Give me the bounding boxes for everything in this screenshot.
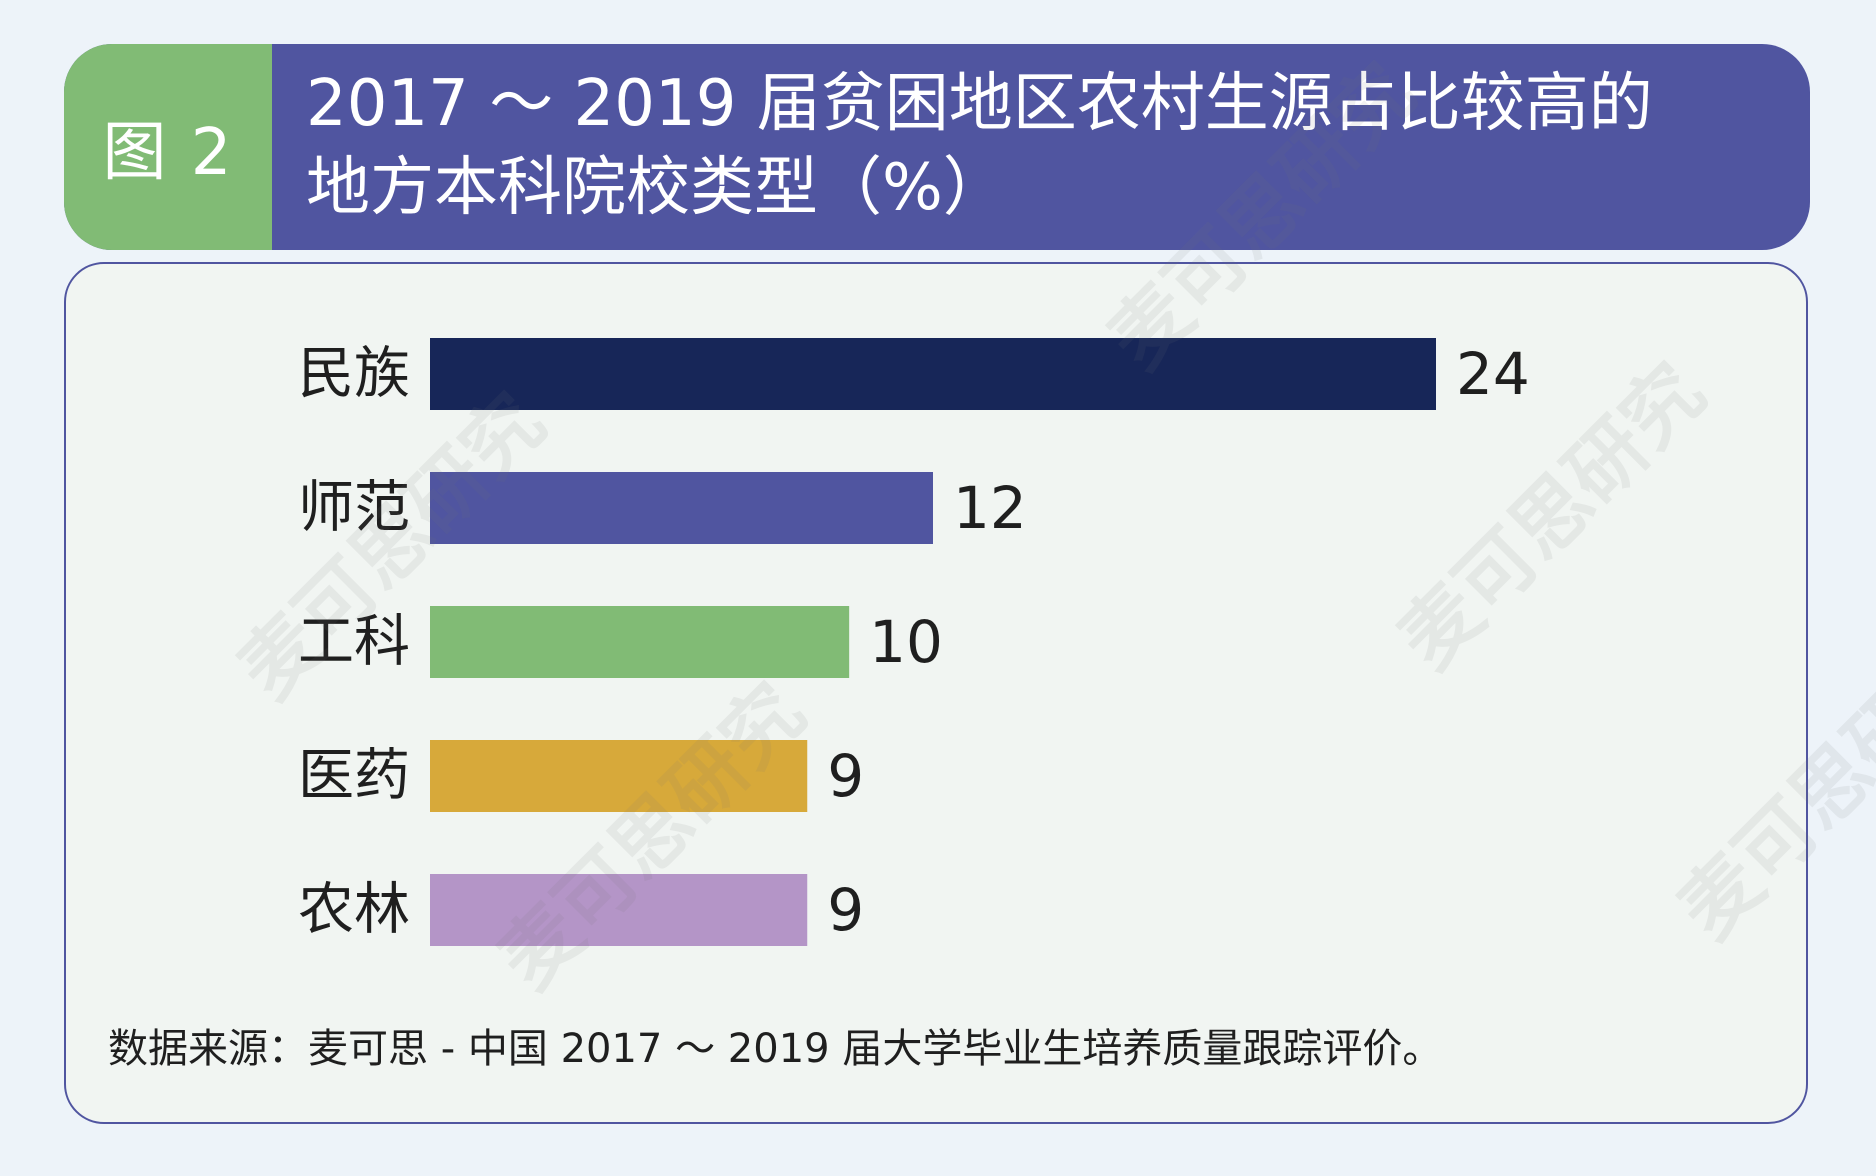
value-label-5: 9: [827, 876, 864, 944]
bar-2: [430, 472, 933, 544]
data-source-note: 数据来源：麦可思 - 中国 2017 ～ 2019 届大学毕业生培养质量跟踪评价…: [108, 1026, 1443, 1072]
value-label-1: 24: [1456, 340, 1530, 408]
value-label-3: 10: [869, 608, 943, 676]
chart-title-line-2: 地方本科院校类型（%）: [306, 151, 1007, 225]
category-label-2: 师范: [298, 476, 410, 541]
bar-4: [430, 740, 808, 812]
figure-number-badge: 图 2: [64, 44, 272, 250]
value-label-4: 9: [827, 742, 864, 810]
bar-chart: 民族 24 师范 12 工科 10 医药 9 农林 9: [298, 338, 1530, 946]
bar-5: [430, 874, 808, 946]
chart-title: 2017 ～ 2019 届贫困地区农村生源占比较高的 地方本科院校类型（%）: [306, 62, 1746, 230]
bar-1: [430, 338, 1436, 410]
category-label-1: 民族: [298, 342, 410, 407]
value-label-2: 12: [953, 474, 1027, 542]
bar-3: [430, 606, 850, 678]
chart-title-line-1: 2017 ～ 2019 届贫困地区农村生源占比较高的: [306, 67, 1653, 141]
chart-panel: 民族 24 师范 12 工科 10 医药 9 农林 9 数据来源：麦可思 - 中国 2017 ～ …: [64, 262, 1808, 1124]
category-label-4: 医药: [298, 744, 410, 809]
figure-header: 图 2 2017 ～ 2019 届贫困地区农村生源占比较高的 地方本科院校类型（…: [64, 44, 1810, 250]
category-label-5: 农林: [298, 878, 410, 943]
category-label-3: 工科: [298, 610, 410, 675]
